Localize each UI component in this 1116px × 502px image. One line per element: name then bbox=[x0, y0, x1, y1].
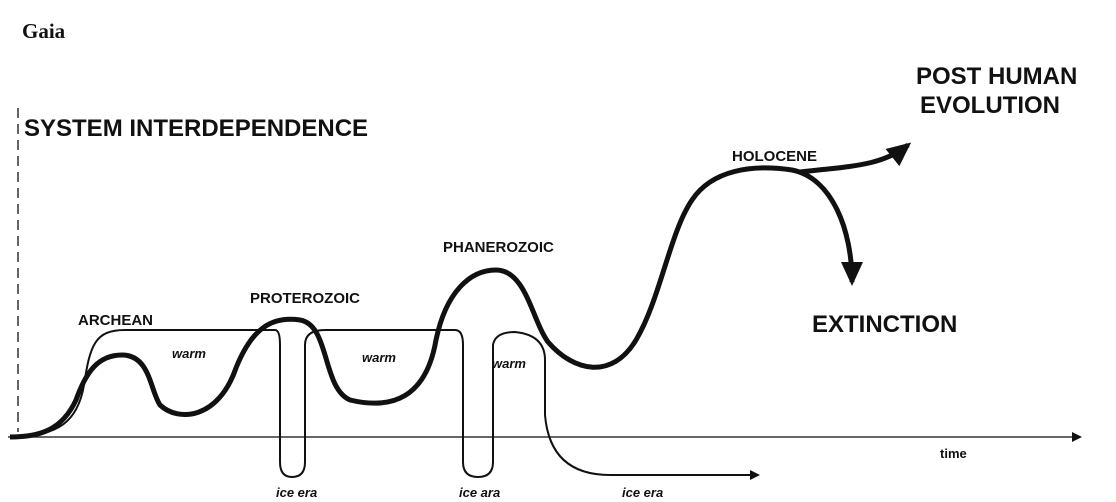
outcome-label: EXTINCTION bbox=[812, 311, 957, 338]
warm-label: warm bbox=[172, 346, 206, 361]
era-label: HOLOCENE bbox=[732, 148, 817, 165]
ice-label: ice era bbox=[276, 485, 317, 500]
y-axis-label: SYSTEM INTERDEPENDENCE bbox=[24, 115, 368, 142]
warm-label: warm bbox=[492, 356, 526, 371]
ice-label: ice era bbox=[622, 485, 663, 500]
climate-line bbox=[9, 329, 760, 480]
outcome-label: POST HUMAN bbox=[916, 63, 1077, 90]
era-label: PHANEROZOIC bbox=[443, 239, 554, 256]
era-label: PROTEROZOIC bbox=[250, 290, 360, 307]
era-label: ARCHEAN bbox=[78, 312, 153, 329]
title: Gaia bbox=[22, 19, 66, 43]
interdependence-curve bbox=[9, 165, 863, 440]
x-axis-label: time bbox=[940, 446, 967, 461]
ice-label: ice ara bbox=[459, 485, 500, 500]
post-human-branch bbox=[799, 142, 912, 175]
outcome-label: EVOLUTION bbox=[920, 92, 1060, 119]
warm-label: warm bbox=[362, 350, 396, 365]
